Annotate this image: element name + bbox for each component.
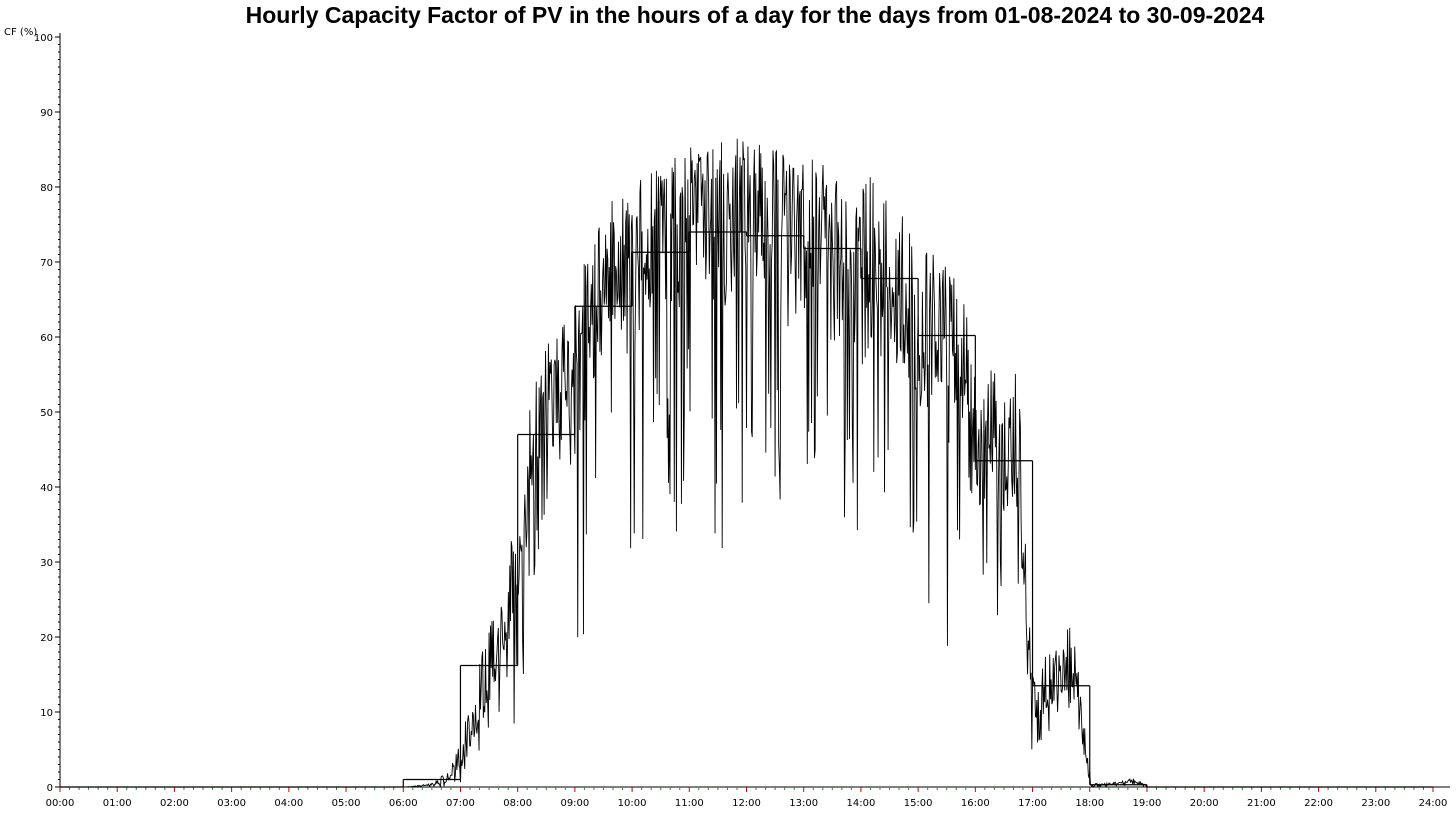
- x-tick-label: 02:00: [160, 798, 189, 809]
- x-tick-label: 22:00: [1304, 798, 1333, 809]
- y-tick-label: 40: [40, 483, 53, 494]
- chart-title: Hourly Capacity Factor of PV in the hour…: [245, 2, 1265, 28]
- y-tick-label: 60: [40, 333, 53, 344]
- x-tick-label: 11:00: [675, 798, 704, 809]
- x-tick-label: 10:00: [618, 798, 647, 809]
- x-tick-label: 18:00: [1075, 798, 1104, 809]
- y-tick-label: 50: [40, 408, 53, 419]
- x-tick-label: 12:00: [732, 798, 761, 809]
- x-axis-ticks: 00:00 01:00 02:00 03:00 04:00 05:00 06:00 07:00…: [46, 787, 1448, 809]
- y-tick-label: 10: [40, 708, 53, 719]
- y-tick-label: 30: [40, 558, 53, 569]
- x-tick-label: 06:00: [389, 798, 418, 809]
- x-tick-label: 14:00: [847, 798, 876, 809]
- x-tick-label: 04:00: [274, 798, 303, 809]
- x-tick-label: 15:00: [904, 798, 933, 809]
- y-tick-label: 80: [40, 183, 53, 194]
- y-tick-label: 100: [34, 33, 53, 44]
- x-tick-label: 00:00: [46, 798, 75, 809]
- y-tick-label: 20: [40, 633, 53, 644]
- x-tick-label: 21:00: [1247, 798, 1276, 809]
- sub-hourly-series-line: [403, 138, 1148, 789]
- x-tick-label: 23:00: [1361, 798, 1390, 809]
- x-tick-label: 16:00: [961, 798, 990, 809]
- x-tick-label: 17:00: [1018, 798, 1047, 809]
- x-tick-label: 08:00: [503, 798, 532, 809]
- y-tick-label: 0: [47, 783, 53, 794]
- y-tick-label: 90: [40, 108, 53, 119]
- y-axis-ticks: 0 10 20 30 40 50 60 70 80 90 100: [34, 33, 60, 794]
- x-tick-label: 24:00: [1419, 798, 1448, 809]
- x-tick-label: 05:00: [332, 798, 361, 809]
- x-tick-label: 13:00: [789, 798, 818, 809]
- x-tick-label: 20:00: [1190, 798, 1219, 809]
- data-marks: [60, 138, 1433, 789]
- x-tick-label: 03:00: [217, 798, 246, 809]
- x-tick-label: 09:00: [560, 798, 589, 809]
- x-tick-label: 01:00: [103, 798, 132, 809]
- y-tick-label: 70: [40, 258, 53, 269]
- y-axis-label: CF (%): [4, 27, 37, 38]
- axes: [59, 33, 1450, 788]
- x-tick-label: 07:00: [446, 798, 475, 809]
- x-tick-label: 19:00: [1133, 798, 1162, 809]
